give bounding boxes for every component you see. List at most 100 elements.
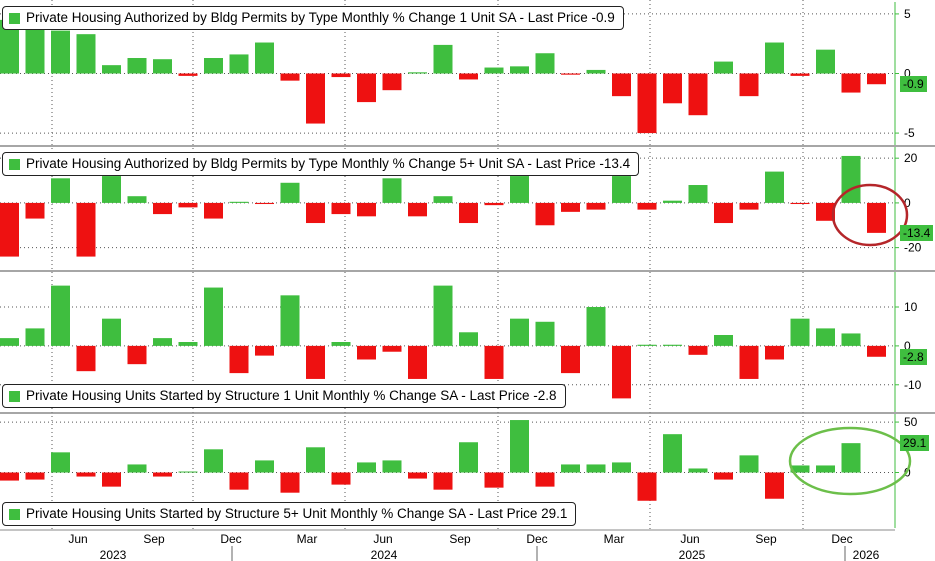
bar: [408, 472, 427, 479]
legend-title: Private Housing Authorized by Bldg Permi…: [26, 156, 631, 171]
bar: [178, 73, 198, 76]
bar: [586, 464, 606, 473]
bar: [102, 472, 121, 487]
bar: [586, 307, 606, 346]
bar: [102, 318, 121, 346]
bar: [102, 176, 121, 203]
bar: [535, 53, 555, 74]
legend-swatch: [9, 390, 20, 402]
x-tick-label: Mar: [297, 532, 318, 546]
bar: [204, 287, 223, 346]
last-price-tag: 29.1: [900, 435, 930, 452]
x-tick-label: Dec: [526, 532, 547, 546]
year-label: 2026: [853, 548, 880, 561]
bar: [739, 455, 759, 473]
bar: [484, 472, 504, 488]
bar: [255, 42, 274, 74]
bar: [153, 202, 172, 215]
bar: [178, 202, 198, 208]
bar: [459, 73, 478, 80]
bar: [25, 23, 45, 74]
bar: [765, 472, 784, 499]
bar: [229, 345, 249, 374]
bar: [688, 185, 708, 203]
bar: [765, 171, 784, 203]
y-tick-label: 5: [904, 7, 911, 21]
bar: [51, 30, 70, 74]
bar: [25, 328, 45, 346]
y-tick-label: 0: [904, 196, 911, 210]
panel-3: 10 0 -10: [0, 272, 922, 412]
bar: [357, 345, 376, 360]
bar: [331, 472, 351, 485]
bar: [408, 345, 427, 379]
bar: [612, 73, 631, 97]
bar: [280, 182, 300, 203]
bar: [714, 61, 733, 74]
bar: [0, 472, 19, 481]
bar: [510, 420, 529, 473]
bar: [688, 73, 708, 116]
bar: [204, 58, 223, 74]
bar: [561, 202, 580, 212]
bar: [382, 345, 402, 352]
bar: [306, 345, 325, 379]
bar: [433, 285, 453, 346]
bar: [484, 202, 504, 206]
y-tick-label: 10: [904, 300, 918, 314]
bar: [51, 285, 70, 346]
bar: [816, 328, 835, 346]
bar: [153, 338, 172, 346]
bar: [663, 200, 682, 203]
bar: [586, 202, 606, 210]
year-label: 2023: [100, 548, 127, 561]
x-tick-label: Sep: [449, 532, 471, 546]
bar: [867, 73, 886, 85]
bar: [178, 342, 198, 346]
bar: [76, 472, 96, 477]
bar: [535, 472, 555, 487]
bar: [127, 196, 147, 203]
bar: [586, 69, 606, 74]
legend-title: Private Housing Units Started by Structu…: [26, 388, 557, 403]
legend-title: Private Housing Units Started by Structu…: [26, 506, 568, 521]
bar: [867, 345, 886, 357]
bar: [561, 464, 580, 473]
bar: [535, 202, 555, 226]
legend-box: Private Housing Authorized by Bldg Permi…: [2, 152, 640, 176]
bar: [612, 462, 631, 473]
bar: [331, 73, 351, 78]
year-label: 2025: [679, 548, 706, 561]
legend-box: Private Housing Units Started by Structu…: [2, 384, 566, 408]
legend-box: Private Housing Units Started by Structu…: [2, 502, 577, 526]
bar: [637, 344, 657, 346]
bar: [765, 345, 784, 360]
y-tick-label: -5: [904, 126, 915, 140]
bar: [459, 332, 478, 346]
last-price-tag: -2.8: [900, 348, 927, 365]
bar: [867, 202, 886, 233]
bar: [816, 49, 835, 74]
bar: [561, 73, 580, 75]
bar: [382, 73, 402, 91]
bar: [357, 202, 376, 217]
bar: [51, 178, 70, 203]
bar: [637, 472, 657, 501]
bar: [280, 295, 300, 346]
legend-title: Private Housing Authorized by Bldg Permi…: [26, 10, 615, 25]
y-tick-label: -20: [904, 241, 922, 255]
bar: [841, 155, 861, 203]
bar: [637, 73, 657, 134]
bar: [306, 202, 325, 224]
bar: [663, 344, 682, 346]
bar: [280, 472, 300, 493]
bar: [306, 447, 325, 473]
bar: [153, 59, 172, 74]
bar: [663, 73, 682, 104]
bar: [841, 443, 861, 473]
bar: [433, 196, 453, 203]
x-tick-label: Jun: [373, 532, 392, 546]
x-tick-label: Mar: [604, 532, 625, 546]
bar: [0, 202, 19, 257]
bar: [0, 338, 19, 346]
